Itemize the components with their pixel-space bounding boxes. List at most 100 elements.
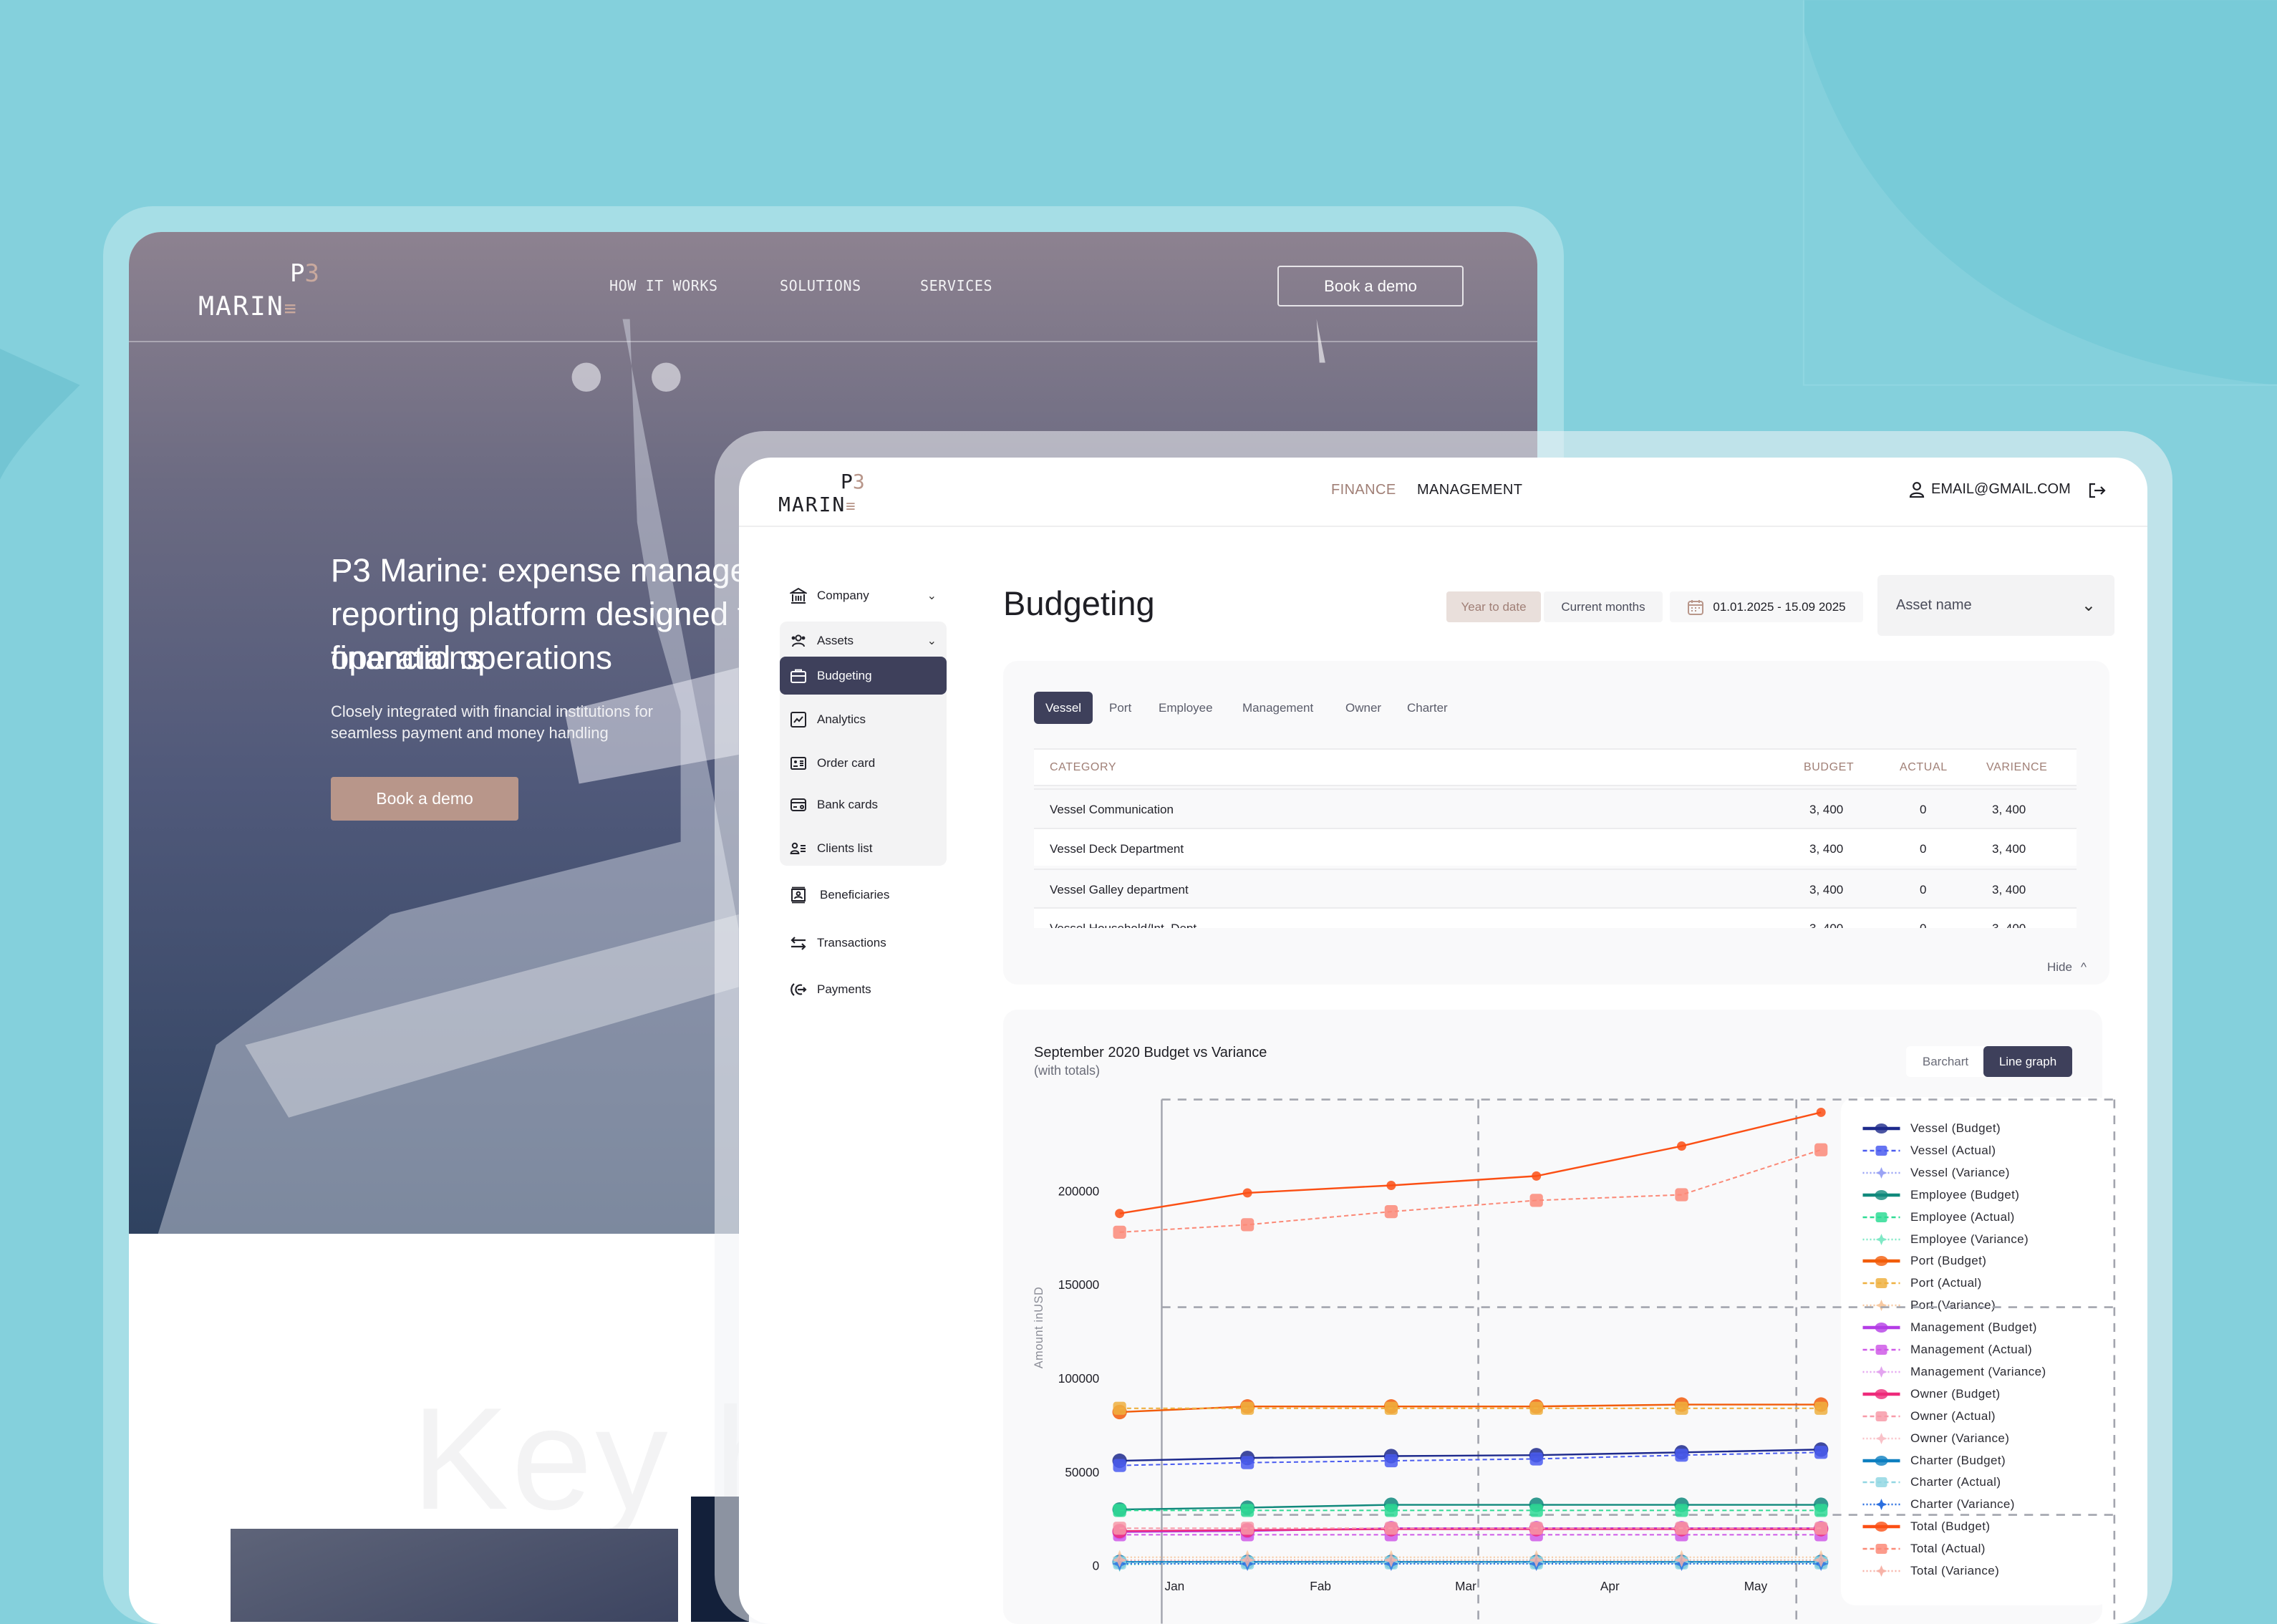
legend-item[interactable]: Employee (Actual) — [1861, 1207, 2015, 1227]
table-row[interactable]: Vessel Communication 3, 400 0 3, 400 — [1034, 788, 2077, 826]
legend-marker-icon — [1862, 1300, 1900, 1312]
legend-item[interactable]: Total (Budget) — [1861, 1517, 1990, 1537]
legend-item[interactable]: Port (Actual) — [1861, 1273, 1982, 1293]
nav-services[interactable]: SERVICES — [920, 277, 993, 294]
topnav-finance[interactable]: FINANCE — [1331, 482, 1396, 498]
legend-item[interactable]: Employee (Budget) — [1861, 1185, 2019, 1205]
sidebar-item-label: Beneficiaries — [820, 887, 890, 902]
nav-how-it-works[interactable]: HOW IT WORKS — [609, 277, 718, 294]
legend-item[interactable]: Port (Budget) — [1861, 1251, 1986, 1271]
tab-charter[interactable]: Charter — [1407, 700, 1448, 715]
tab-management[interactable]: Management — [1242, 700, 1314, 715]
cell-variance: 3, 400 — [1992, 842, 2026, 856]
column-header-category: CATEGORY — [1050, 761, 1117, 773]
legend-marker-icon — [1862, 1499, 1900, 1511]
column-header-actual: ACTUAL — [1900, 761, 1948, 773]
book-demo-nav-button[interactable]: Book a demo — [1277, 266, 1464, 306]
legend-item[interactable]: Total (Variance) — [1861, 1561, 1999, 1581]
barchart-toggle[interactable]: Barchart — [1906, 1046, 1985, 1077]
sidebar-item-analytics[interactable]: Analytics — [780, 700, 947, 738]
asset-name-select[interactable]: Asset name ⌄ — [1877, 575, 2114, 636]
legend-item[interactable]: Management (Actual) — [1861, 1340, 2032, 1360]
hide-table-button[interactable]: Hide ^ — [2047, 960, 2087, 975]
tab-vessel[interactable]: Vessel — [1034, 692, 1093, 724]
legend-item[interactable]: Employee (Variance) — [1861, 1229, 2029, 1250]
legend-item[interactable]: Owner (Actual) — [1861, 1406, 1996, 1426]
table-row[interactable]: Vessel Deck Department 3, 400 0 3, 400 — [1034, 828, 2077, 866]
user-account[interactable]: EMAIL@GMAIL.COM — [1908, 480, 2071, 498]
table-header: CATEGORY BUDGET ACTUAL VARIENCE — [1034, 748, 2077, 786]
tab-owner[interactable]: Owner — [1345, 700, 1382, 715]
analytics-icon — [791, 711, 806, 728]
legend-label: Management (Actual) — [1910, 1343, 2033, 1356]
sidebar-item-payments[interactable]: Payments — [780, 970, 947, 1008]
book-demo-hero-button[interactable]: Book a demo — [331, 777, 518, 821]
tab-port[interactable]: Port — [1109, 700, 1132, 715]
legend-label: Port (Variance) — [1910, 1298, 1996, 1313]
legend-label: Charter (Budget) — [1910, 1453, 2006, 1467]
payments-icon — [791, 982, 807, 996]
legend-item[interactable]: Management (Budget) — [1861, 1318, 2037, 1338]
tab-employee[interactable]: Employee — [1159, 700, 1213, 715]
sidebar-item-label: Budgeting — [817, 668, 872, 682]
sidebar-item-transactions[interactable]: Transactions — [780, 924, 947, 962]
legend-item[interactable]: Charter (Variance) — [1861, 1494, 2015, 1514]
legend-item[interactable]: Port (Variance) — [1861, 1295, 1996, 1315]
logout-icon[interactable] — [2088, 482, 2107, 499]
logo-number: 3 — [304, 259, 319, 288]
legend-label: Total (Budget) — [1910, 1519, 1991, 1534]
legend-item[interactable]: Management (Variance) — [1861, 1362, 2046, 1382]
sidebar-item-beneficiaries[interactable]: Beneficiaries — [780, 876, 947, 914]
deck-image — [231, 1529, 678, 1622]
sidebar-item-label: Company — [817, 588, 869, 602]
chevron-down-icon: ⌄ — [927, 634, 937, 647]
table-row[interactable]: Vessel Galley department 3, 400 0 3, 400 — [1034, 869, 2077, 907]
sidebar-item-company[interactable]: Company ⌄ — [780, 576, 947, 614]
legend-label: Vessel (Variance) — [1910, 1165, 2010, 1179]
legend-marker-icon — [1862, 1345, 1900, 1355]
current-months-toggle[interactable]: Current months — [1544, 591, 1663, 622]
budget-table-card: Vessel Port Employee Management Owner Ch… — [1003, 661, 2109, 985]
legend-label: Owner (Budget) — [1910, 1386, 2001, 1401]
legend-label: Management (Variance) — [1910, 1364, 2046, 1378]
nav-divider — [129, 341, 1537, 342]
date-range-picker[interactable]: 01.01.2025 - 15.09 2025 — [1670, 591, 1863, 622]
nav-solutions[interactable]: SOLUTIONS — [780, 277, 861, 294]
legend-item[interactable]: Vessel (Budget) — [1861, 1118, 2001, 1139]
legend-item[interactable]: Total (Actual) — [1861, 1539, 1986, 1559]
legend-item[interactable]: Vessel (Variance) — [1861, 1163, 2010, 1183]
legend-marker-icon — [1862, 1366, 1900, 1378]
cell-actual: 0 — [1920, 842, 1927, 856]
legend-item[interactable]: Charter (Budget) — [1861, 1451, 2006, 1471]
legend-item[interactable]: Charter (Actual) — [1861, 1472, 2001, 1492]
cell-category: Vessel Household/Int. Dept — [1050, 922, 1196, 928]
legend-marker-icon — [1862, 1212, 1900, 1222]
line-graph-toggle[interactable]: Line graph — [1983, 1046, 2072, 1077]
sidebar-item-assets[interactable]: Assets ⌄ — [780, 622, 947, 659]
page-title: Budgeting — [1003, 584, 1155, 622]
sidebar-item-clients-list[interactable]: Clients list — [780, 829, 947, 867]
table-body[interactable]: Vessel Communication 3, 400 0 3, 400 Ves… — [1003, 788, 2109, 928]
hero-title-visible-lines: P3 Marine: expense manag reporting platf… — [331, 548, 925, 680]
sidebar-item-budgeting[interactable]: Budgeting — [780, 657, 947, 695]
table-row[interactable]: Vessel Household/Int. Dept 3, 400 0 3, 4… — [1034, 907, 2077, 928]
hero-subtitle: Closely integrated with financial instit… — [331, 701, 768, 744]
hide-label: Hide — [2047, 960, 2072, 974]
legend-item[interactable]: Owner (Budget) — [1861, 1384, 2001, 1404]
bank-building-icon — [790, 587, 807, 604]
chart-legend: Vessel (Budget) Vessel (Actual) Vessel (Va… — [1841, 1097, 2111, 1605]
legend-item[interactable]: Owner (Variance) — [1861, 1429, 2009, 1449]
year-to-date-toggle[interactable]: Year to date — [1446, 591, 1541, 622]
legend-marker-icon — [1862, 1323, 1900, 1333]
cell-variance: 3, 400 — [1992, 922, 2026, 928]
legend-label: Management (Budget) — [1910, 1320, 2037, 1335]
sidebar-item-bank-cards[interactable]: Bank cards — [780, 786, 947, 823]
column-header-budget: BUDGET — [1804, 761, 1855, 773]
sidebar-item-order-card[interactable]: Order card — [780, 744, 947, 782]
cell-budget: 3, 400 — [1809, 842, 1844, 856]
topnav-management[interactable]: MANAGEMENT — [1417, 482, 1523, 498]
legend-item[interactable]: Vessel (Actual) — [1861, 1141, 1996, 1161]
legend-label: Vessel (Budget) — [1910, 1121, 2001, 1135]
legend-marker-icon — [1862, 1565, 1900, 1577]
user-email: EMAIL@GMAIL.COM — [1931, 480, 2071, 497]
